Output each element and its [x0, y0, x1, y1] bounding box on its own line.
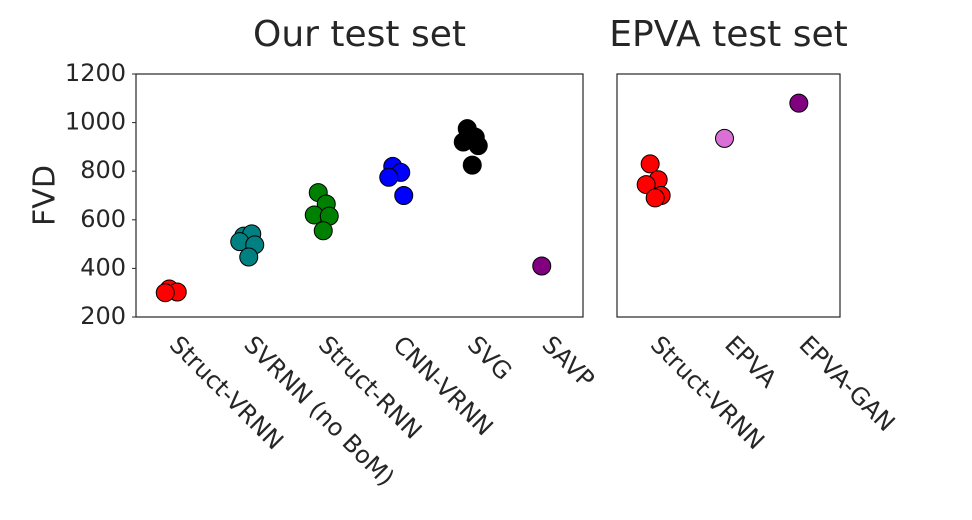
point — [468, 136, 488, 156]
panel-title: Our test set — [253, 14, 466, 55]
point — [239, 247, 259, 267]
y-tick-label: 1200 — [65, 59, 126, 87]
point — [313, 221, 333, 241]
point — [636, 175, 656, 195]
panel-title: EPVA test set — [609, 14, 847, 55]
point — [379, 167, 399, 187]
point — [462, 155, 482, 175]
y-tick-label: 800 — [80, 156, 126, 184]
point — [394, 186, 414, 205]
point — [532, 256, 552, 276]
x-tick-label: SAVP — [537, 330, 600, 393]
x-tick-label: EPVA — [719, 330, 782, 393]
y-tick-label: 200 — [80, 302, 126, 330]
y-axis-label: FVD — [28, 165, 63, 226]
point — [789, 93, 809, 113]
x-tick-label: EPVA-GAN — [794, 330, 901, 437]
y-tick-label: 1000 — [65, 108, 126, 136]
y-tick-label: 600 — [80, 205, 126, 233]
plot-frame — [616, 73, 841, 318]
x-tick-label: SVG — [462, 330, 517, 385]
point — [640, 154, 660, 174]
y-tick-label: 400 — [80, 253, 126, 281]
point — [155, 283, 175, 303]
plot-frame — [135, 73, 584, 318]
point — [645, 188, 665, 208]
point — [715, 128, 734, 148]
